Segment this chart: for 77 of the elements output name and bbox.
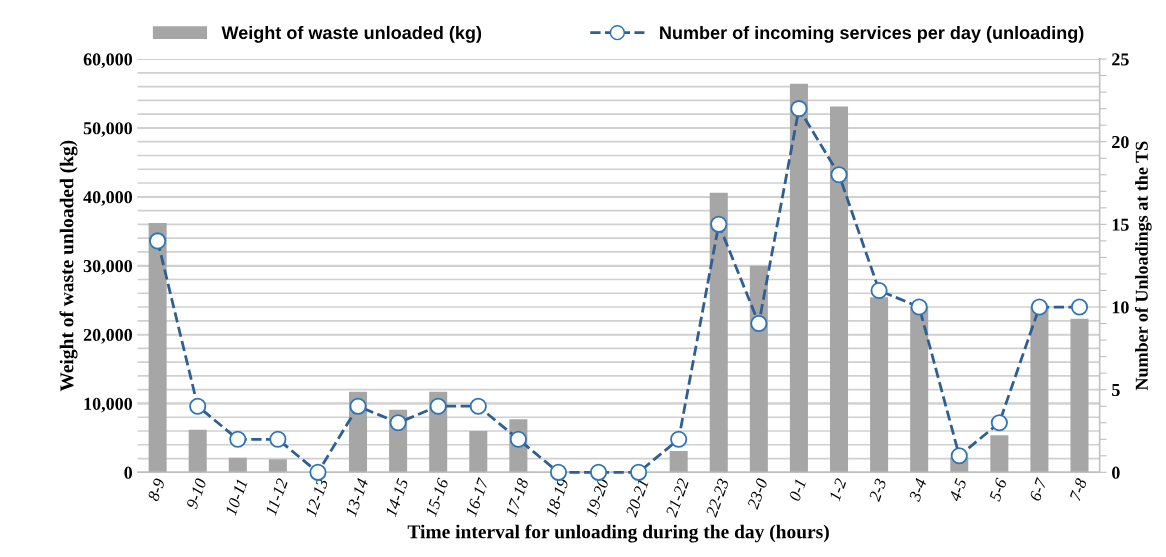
x-tick-label: 22-23 — [705, 477, 730, 518]
x-tick-label: 11-12 — [265, 477, 288, 516]
bar — [990, 435, 1009, 473]
y2-axis-title: Number of Unloadings at the TS — [1134, 141, 1152, 391]
point — [710, 215, 728, 233]
x-tick-label: 17-18 — [505, 477, 529, 518]
y2-tick-label: 5 — [1112, 384, 1120, 397]
point — [1070, 298, 1089, 316]
point — [229, 430, 247, 448]
point — [870, 281, 888, 300]
x-tick-label: 10-11 — [224, 479, 248, 517]
y-tick-label: 10,000 — [84, 397, 133, 413]
point — [910, 298, 928, 316]
x-tick-label: 16-17 — [465, 476, 490, 518]
bar — [469, 431, 488, 473]
x-tick-label: 3-4 — [908, 477, 927, 503]
x-tick-label: 18-19 — [545, 477, 569, 518]
point — [309, 463, 327, 481]
point — [670, 430, 688, 448]
y2-tick-label: 20 — [1112, 135, 1129, 149]
y2-tick-label: 10 — [1112, 301, 1129, 314]
y-tick-label: 50,000 — [83, 122, 133, 137]
x-tick-label: 23-0 — [746, 477, 768, 510]
bar — [870, 297, 889, 473]
y-tick-label: 40,000 — [83, 191, 133, 206]
x-tick-label: 0-1 — [788, 479, 807, 502]
y-axis-title: Weight of waste unloaded (kg) — [59, 140, 78, 392]
point — [790, 100, 808, 118]
x-tick-label: 15-16 — [425, 477, 449, 518]
bar — [669, 450, 688, 473]
bar — [228, 457, 247, 473]
legend-label: Number of incoming services per day (unloading) — [660, 25, 1084, 43]
point — [429, 397, 447, 415]
x-tick-label: 12-13 — [304, 477, 329, 518]
point — [469, 397, 487, 415]
bar — [829, 106, 849, 473]
bar — [749, 265, 768, 473]
y2-tick-label: 25 — [1112, 53, 1129, 66]
y-tick-label: 0 — [124, 466, 133, 479]
point — [349, 397, 367, 415]
point — [189, 397, 207, 415]
y-tick-label: 60,000 — [83, 53, 133, 69]
point — [990, 414, 1008, 432]
point — [149, 232, 167, 250]
bar — [188, 429, 207, 473]
point — [630, 463, 648, 481]
x-tick-label: 14-15 — [385, 477, 409, 518]
bar — [1070, 318, 1089, 473]
bar — [148, 222, 167, 473]
point — [750, 315, 768, 333]
point — [830, 166, 848, 184]
x-tick-label: 20-21 — [625, 479, 649, 518]
point — [269, 430, 287, 448]
x-tick-label: 21-22 — [665, 477, 689, 518]
legend-label: Weight of waste unloaded (kg) — [221, 25, 482, 43]
bar — [910, 307, 929, 473]
x-axis-title: Time interval for unloading during the day (hours) — [407, 524, 829, 543]
bar — [709, 192, 728, 473]
bar — [789, 83, 808, 473]
y2-tick-label: 0 — [1112, 466, 1120, 479]
bar — [1030, 307, 1049, 473]
point — [389, 414, 407, 432]
x-tick-label: 4-5 — [948, 477, 967, 503]
x-tick-label: 13-14 — [344, 477, 369, 518]
y2-tick-label: 15 — [1112, 218, 1129, 231]
x-tick-label: 1-2 — [828, 477, 847, 502]
x-tick-label: 9-10 — [186, 477, 207, 510]
x-tick-label: 5-6 — [989, 477, 1008, 502]
point — [950, 447, 968, 465]
y-tick-label: 30,000 — [83, 259, 133, 275]
x-tick-label: 7-8 — [1069, 477, 1088, 502]
x-tick-label: 2-3 — [868, 477, 887, 503]
point — [1030, 298, 1048, 316]
x-tick-label: 6-7 — [1029, 476, 1048, 502]
y-tick-label: 20,000 — [83, 328, 133, 344]
x-tick-label: 8-9 — [147, 477, 166, 502]
bar — [268, 459, 287, 473]
